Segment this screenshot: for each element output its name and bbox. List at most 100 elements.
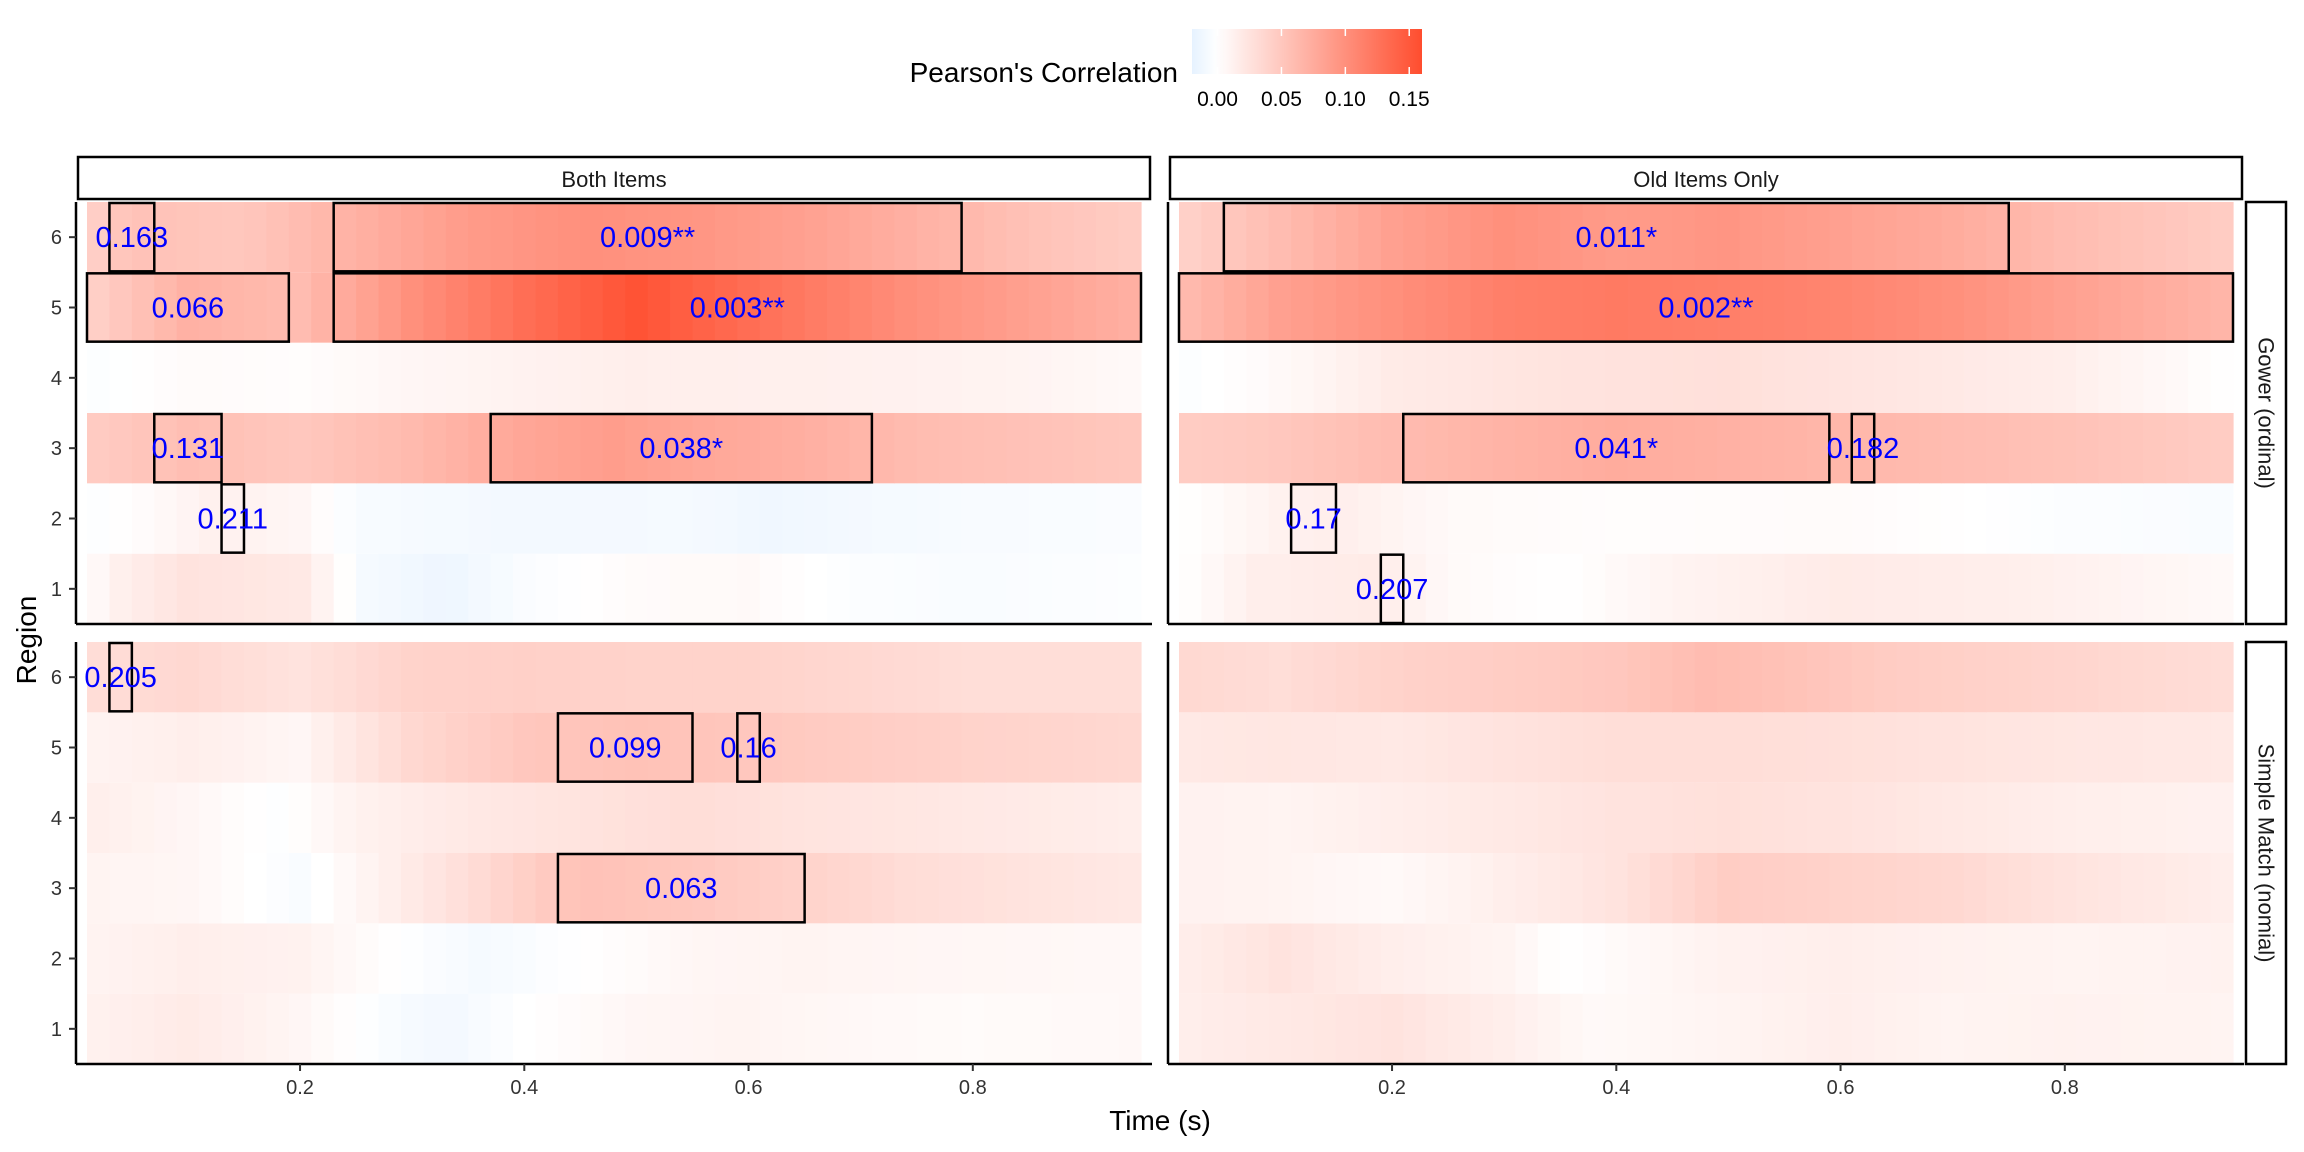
- heatmap-tile: [2031, 853, 2055, 924]
- heatmap-tile: [737, 483, 761, 554]
- heatmap-tile: [1515, 923, 1539, 994]
- heatmap-tile: [221, 553, 245, 624]
- heatmap-tile: [1201, 712, 1225, 783]
- heatmap-tile: [737, 272, 761, 343]
- heatmap-tile: [1851, 993, 1875, 1064]
- heatmap-tile: [894, 553, 918, 624]
- heatmap-tile: [1515, 782, 1539, 853]
- heatmap-tile: [961, 342, 985, 413]
- heatmap-tile: [1560, 923, 1584, 994]
- heatmap-tile: [176, 553, 200, 624]
- heatmap-tile: [1784, 993, 1808, 1064]
- heatmap-tile: [782, 642, 806, 713]
- heatmap-tile: [1201, 553, 1225, 624]
- column-strip: Both Items: [76, 155, 1152, 201]
- heatmap-tile: [2120, 342, 2144, 413]
- heatmap-tile: [1963, 483, 1987, 554]
- heatmap-tile: [602, 483, 626, 554]
- heatmap-tile: [1358, 202, 1382, 273]
- heatmap-tile: [1560, 642, 1584, 713]
- heatmap-tile: [782, 483, 806, 554]
- heatmap-tile: [266, 782, 290, 853]
- heatmap-tile: [423, 993, 447, 1064]
- heatmap-tile: [288, 853, 312, 924]
- heatmap-tile: [199, 413, 223, 484]
- heatmap-tile: [266, 993, 290, 1064]
- heatmap-tile: [2076, 202, 2100, 273]
- heatmap-tile: [1028, 202, 1052, 273]
- heatmap-tile: [1358, 553, 1382, 624]
- heatmap-tile: [827, 712, 851, 783]
- heatmap-tile: [87, 202, 111, 273]
- heatmap-tile: [2008, 553, 2032, 624]
- heatmap-tile: [961, 553, 985, 624]
- heatmap-tile: [1919, 853, 1943, 924]
- heatmap-tile: [1335, 202, 1360, 273]
- heatmap-tile: [1492, 413, 1516, 484]
- heatmap-tile: [2076, 642, 2100, 713]
- heatmap-tile: [131, 342, 155, 413]
- heatmap-tile: [2188, 413, 2212, 484]
- heatmap-tile: [1118, 413, 1142, 484]
- cluster-pvalue-label: 0.041*: [1574, 433, 1658, 465]
- heatmap-tile: [288, 642, 312, 713]
- heatmap-tile: [2053, 272, 2077, 343]
- heatmap-tile: [1425, 923, 1449, 994]
- heatmap-tile: [1874, 553, 1898, 624]
- heatmap-tile: [1179, 923, 1203, 994]
- cluster-box: [556, 712, 694, 783]
- heatmap-tile: [333, 853, 357, 924]
- heatmap-tile: [602, 642, 626, 713]
- heatmap-tile: [1201, 782, 1225, 853]
- heatmap-tile: [2031, 782, 2055, 853]
- heatmap-tile: [154, 993, 178, 1064]
- heatmap-tile: [984, 553, 1008, 624]
- cluster-pvalue-label: 0.003**: [690, 293, 785, 325]
- heatmap-tile: [1073, 272, 1097, 343]
- heatmap-tile: [1896, 272, 1920, 343]
- heatmap-tile: [131, 853, 155, 924]
- heatmap-tile: [1096, 712, 1120, 783]
- heatmap-tile: [2031, 923, 2055, 994]
- heatmap-tile: [1560, 202, 1584, 273]
- heatmap-tile: [1941, 272, 1965, 343]
- heatmap-tile: [1649, 993, 1673, 1064]
- heatmap-tile: [1073, 202, 1097, 273]
- heatmap-tile: [1291, 712, 1315, 783]
- heatmap-tile: [2076, 712, 2100, 783]
- heatmap-tile: [1717, 712, 1741, 783]
- heatmap-tile: [1358, 712, 1382, 783]
- heatmap-tile: [2031, 712, 2055, 783]
- heatmap-tile: [647, 483, 671, 554]
- heatmap-tile: [2210, 272, 2234, 343]
- heatmap-tile: [1694, 342, 1718, 413]
- legend-tick-label: 0.00: [1197, 88, 1238, 111]
- heatmap-tile: [1806, 342, 1830, 413]
- heatmap-tile: [1291, 553, 1315, 624]
- heatmap-tile: [333, 413, 357, 484]
- cluster-box: [220, 483, 246, 554]
- heatmap-tile: [1537, 993, 1561, 1064]
- heatmap-tile: [1179, 202, 1203, 273]
- heatmap-tile: [692, 413, 716, 484]
- heatmap-tile: [1537, 202, 1561, 273]
- heatmap-tile: [199, 483, 223, 554]
- heatmap-tile: [1874, 272, 1898, 343]
- heatmap-tile: [580, 342, 604, 413]
- heatmap-tile: [1246, 413, 1270, 484]
- heatmap-tile: [2143, 712, 2167, 783]
- heatmap-tile: [580, 782, 604, 853]
- cluster-pvalue-label: 0.207: [1356, 574, 1429, 606]
- heatmap-tile: [2188, 483, 2212, 554]
- heatmap-tile: [602, 342, 626, 413]
- heatmap-tile: [984, 483, 1008, 554]
- heatmap-tile: [1806, 642, 1830, 713]
- heatmap-tile: [2008, 782, 2032, 853]
- heatmap-tile: [1986, 993, 2010, 1064]
- heatmap-tile: [871, 342, 895, 413]
- heatmap-tile: [535, 272, 559, 343]
- heatmap-tile: [1627, 782, 1651, 853]
- heatmap-tile: [692, 923, 716, 994]
- column-strip-box: [1168, 155, 2244, 201]
- heatmap-tile: [490, 483, 514, 554]
